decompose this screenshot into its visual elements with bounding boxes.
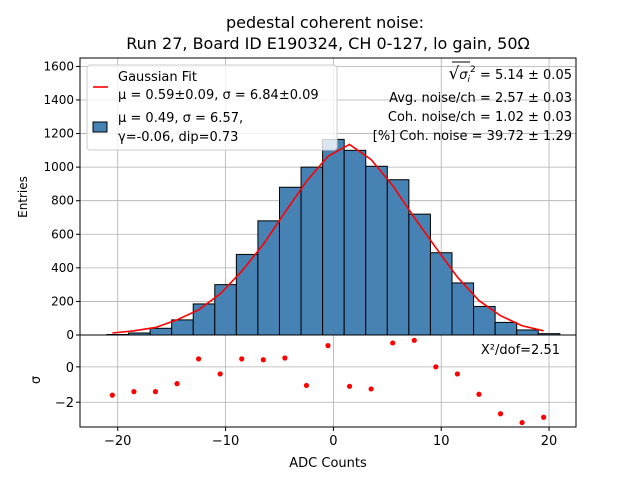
bottom-y-ticks: −2 0 xyxy=(55,361,80,411)
histogram-bar xyxy=(171,319,194,336)
residual-point xyxy=(131,389,137,395)
residual-point xyxy=(454,371,460,377)
histogram-bar xyxy=(278,186,302,336)
chart-title-line2: Run 27, Board ID E190324, CH 0-127, lo g… xyxy=(126,34,529,53)
avg-noise-annotation: Avg. noise/ch = 2.57 ± 0.03 xyxy=(389,91,572,106)
chart-title-line1: pedestal coherent noise: xyxy=(226,13,424,32)
histogram-bar xyxy=(365,165,388,336)
legend-fit-params: μ = 0.59±0.09, σ = 6.84±0.09 xyxy=(118,88,319,103)
top-y-axis-label: Entries xyxy=(16,176,30,218)
residual-point xyxy=(152,389,159,395)
top-y-tick-label: 600 xyxy=(51,227,74,241)
bottom-grid xyxy=(80,335,576,427)
x-tick-label: 0 xyxy=(329,434,337,449)
histogram-bar xyxy=(149,327,173,336)
top-y-tick-label: 800 xyxy=(51,194,74,208)
x-tick-label: −10 xyxy=(212,434,239,449)
top-y-tick-label: 1200 xyxy=(43,127,74,141)
residual-points xyxy=(109,337,547,426)
residual-point xyxy=(497,411,504,417)
histogram-bar xyxy=(408,213,431,336)
legend-hist-label-1: μ = 0.49, σ = 6.57, xyxy=(118,111,243,126)
x-tick-label: 20 xyxy=(541,434,558,449)
histogram-bar xyxy=(386,179,410,336)
noise-annotations: √σi2 = 5.14 ± 0.05 Avg. noise/ch = 2.57 … xyxy=(373,61,572,144)
legend-frame xyxy=(86,64,338,151)
top-y-tick-label: 400 xyxy=(51,261,74,275)
x-tick-label: −20 xyxy=(104,434,131,449)
histogram-bar xyxy=(235,253,259,336)
x-axis-label: ADC Counts xyxy=(289,456,367,471)
residual-point xyxy=(411,337,417,343)
sqrt-sigma-value: = 5.14 ± 0.05 xyxy=(476,68,572,83)
bottom-y-tick-label: −2 xyxy=(55,396,74,411)
histogram-bar xyxy=(322,138,345,336)
bottom-x-ticks: −20 −10 0 10 20 xyxy=(104,427,557,449)
residual-point xyxy=(476,391,482,397)
residual-point xyxy=(282,355,288,361)
residual-point xyxy=(174,381,180,387)
histogram-bar xyxy=(516,329,539,336)
sqrt-sigma-annotation: √σi2 = 5.14 ± 0.05 xyxy=(448,64,572,85)
residual-point xyxy=(109,392,115,398)
top-y-ticks: 0 200 400 600 800 1000 1200 1400 1600 xyxy=(43,59,80,342)
legend: Gaussian Fit μ = 0.59±0.09, σ = 6.84±0.0… xyxy=(86,64,338,151)
x-tick-label: 10 xyxy=(433,434,450,449)
bottom-y-axis-label: σ xyxy=(29,376,44,384)
residual-point xyxy=(260,357,266,363)
sigma-subscript: i xyxy=(468,75,471,85)
residual-point xyxy=(390,340,396,346)
top-y-tick-label: 200 xyxy=(51,294,74,308)
histogram-bars xyxy=(106,138,561,336)
histogram-bar xyxy=(494,321,518,336)
residual-point xyxy=(541,414,547,420)
residual-point xyxy=(196,356,202,362)
residual-point xyxy=(239,356,245,362)
chi2-label: X²/dof=2.51 xyxy=(481,343,560,358)
coh-noise-annotation: Coh. noise/ch = 1.02 ± 0.03 xyxy=(388,110,572,125)
top-y-tick-label: 1000 xyxy=(43,160,74,174)
gaussian-fit-line xyxy=(112,143,544,334)
top-y-tick-label: 1400 xyxy=(43,93,74,107)
residual-point xyxy=(303,382,310,389)
histogram-bar xyxy=(300,166,324,336)
histogram-bar xyxy=(343,149,367,336)
histogram-bar xyxy=(192,303,216,336)
histogram-bar xyxy=(257,220,280,336)
sigma-superscript: 2 xyxy=(470,65,476,75)
residual-point xyxy=(368,386,374,392)
sqrt-symbol: √ xyxy=(448,64,459,84)
legend-hist-swatch xyxy=(92,121,108,133)
top-y-tick-label: 1600 xyxy=(43,59,74,73)
legend-fit-label: Gaussian Fit xyxy=(118,70,197,85)
residual-point xyxy=(433,364,439,370)
residual-point xyxy=(325,343,331,349)
bottom-axes-frame xyxy=(79,334,577,428)
coh-percent-annotation: [%] Coh. noise = 39.72 ± 1.29 xyxy=(373,129,572,144)
histogram-bar xyxy=(214,284,237,336)
residual-point xyxy=(217,371,223,377)
bottom-y-tick-label: 0 xyxy=(66,361,74,376)
sigma-symbol: σ xyxy=(459,68,468,83)
residual-point xyxy=(519,419,525,426)
histogram-bar xyxy=(473,305,496,336)
residual-point xyxy=(346,383,353,389)
top-y-tick-label: 0 xyxy=(66,328,74,342)
legend-hist-label-2: γ=-0.06, dip=0.73 xyxy=(118,130,238,145)
